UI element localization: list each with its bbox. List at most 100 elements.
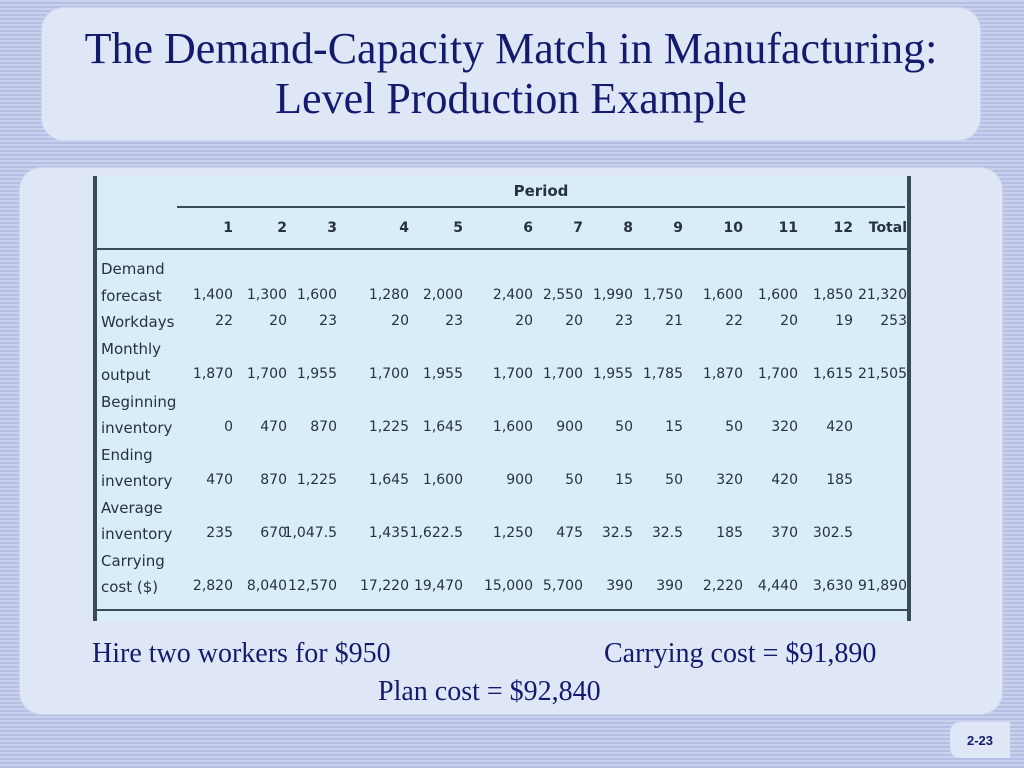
table-cell: 17,220 bbox=[360, 578, 409, 594]
table-cell: 1,600 bbox=[296, 286, 337, 303]
row-label: Ending bbox=[101, 445, 153, 464]
table-cell: 32.5 bbox=[601, 525, 633, 541]
table-cell: 20 bbox=[565, 313, 583, 329]
period-header: Period bbox=[513, 182, 569, 200]
table-cell: 15,000 bbox=[484, 578, 533, 594]
table-cell: 1,600 bbox=[757, 286, 798, 303]
table-cell: 5,700 bbox=[542, 578, 583, 594]
table-cell: 22 bbox=[215, 313, 233, 329]
table-cell: 32.5 bbox=[651, 525, 683, 541]
table-cell: 185 bbox=[826, 472, 853, 488]
table-rule bbox=[97, 609, 907, 611]
table-cell: 1,785 bbox=[642, 366, 683, 382]
slide-number: 2-23 bbox=[950, 722, 1010, 758]
table-cell: 1,955 bbox=[592, 366, 633, 382]
table-cell: 420 bbox=[771, 472, 798, 488]
table-cell: 19 bbox=[835, 313, 853, 329]
column-header: 7 bbox=[573, 220, 583, 236]
table-cell: 390 bbox=[656, 578, 683, 594]
column-header: 12 bbox=[833, 220, 853, 236]
table-cell: 20 bbox=[515, 313, 533, 329]
table-cell: 1,600 bbox=[702, 286, 743, 303]
table-cell: 1,225 bbox=[296, 472, 337, 488]
table-cell: 1,750 bbox=[642, 286, 683, 303]
table-cell: 1,700 bbox=[368, 366, 409, 382]
row-label: Beginning bbox=[101, 392, 177, 411]
column-header: 11 bbox=[778, 220, 798, 236]
table-cell: 235 bbox=[206, 525, 233, 541]
table-cell: 2,220 bbox=[702, 578, 743, 594]
table-cell: 253 bbox=[880, 313, 907, 329]
table-cell: 21,320 bbox=[858, 286, 907, 303]
level-production-table: Period 1 2 3 4 5 6 7 8 9 10 11 12 Total Demand forecas… bbox=[93, 176, 911, 621]
table-cell: 8,040 bbox=[246, 578, 287, 594]
table-cell: 470 bbox=[206, 472, 233, 488]
table-cell: 1,700 bbox=[246, 366, 287, 382]
column-header: 3 bbox=[327, 220, 337, 236]
column-header: 2 bbox=[277, 220, 287, 236]
carrying-cost-note: Carrying cost = $91,890 bbox=[604, 638, 877, 669]
row-label: Demand bbox=[101, 260, 165, 278]
table-cell: 1,280 bbox=[368, 286, 409, 303]
table-cell: 1,615 bbox=[812, 366, 853, 382]
table-cell: 20 bbox=[780, 313, 798, 329]
row-label: inventory bbox=[101, 419, 173, 437]
table-cell: 22 bbox=[725, 313, 743, 329]
table-cell: 1,700 bbox=[757, 366, 798, 382]
column-header: 8 bbox=[623, 220, 633, 236]
table-cell: 23 bbox=[445, 313, 463, 329]
table-cell: 2,000 bbox=[422, 286, 463, 303]
table-cell: 23 bbox=[319, 313, 337, 329]
table-cell: 1,622.5 bbox=[409, 525, 463, 541]
table-cell: 91,890 bbox=[858, 578, 907, 594]
table-cell: 50 bbox=[665, 472, 683, 488]
table-cell: 20 bbox=[391, 313, 409, 329]
row-label: Carrying bbox=[101, 551, 165, 570]
title-panel: The Demand-Capacity Match in Manufacturi… bbox=[42, 8, 980, 140]
table-cell: 2,550 bbox=[542, 286, 583, 303]
column-header: 1 bbox=[223, 220, 233, 236]
row-label: Monthly bbox=[101, 339, 162, 358]
table-cell: 1,870 bbox=[192, 366, 233, 382]
table-cell: 15 bbox=[665, 419, 683, 435]
table-cell: 50 bbox=[565, 472, 583, 488]
table-cell: 12,570 bbox=[288, 578, 337, 594]
table-cell: 185 bbox=[716, 525, 743, 541]
row-label: forecast bbox=[101, 286, 162, 305]
table-cell: 370 bbox=[771, 525, 798, 541]
table-cell: 3,630 bbox=[812, 578, 853, 594]
table-cell: 1,645 bbox=[422, 419, 463, 435]
table-cell: 15 bbox=[615, 472, 633, 488]
table-rule bbox=[97, 248, 907, 250]
table-cell: 21 bbox=[665, 313, 683, 329]
table-cell: 1,300 bbox=[246, 286, 287, 303]
table-cell: 1,990 bbox=[592, 286, 633, 303]
table-cell: 1,955 bbox=[296, 366, 337, 382]
row-label: cost ($) bbox=[101, 578, 159, 596]
table-cell: 302.5 bbox=[812, 525, 853, 541]
table-cell: 1,225 bbox=[368, 419, 409, 435]
table-cell: 1,700 bbox=[492, 366, 533, 382]
row-label: Average bbox=[101, 498, 163, 517]
hire-note: Hire two workers for $950 bbox=[92, 638, 391, 669]
table-cell: 670 bbox=[260, 525, 287, 541]
table-rule bbox=[177, 206, 905, 208]
table-cell: 320 bbox=[771, 419, 798, 435]
row-label: inventory bbox=[101, 525, 173, 543]
plan-cost-note: Plan cost = $92,840 bbox=[378, 676, 601, 707]
row-label: output bbox=[101, 366, 151, 384]
row-label: inventory bbox=[101, 472, 173, 490]
table-cell: 1,435 bbox=[368, 525, 409, 541]
table-cell: 1,955 bbox=[422, 366, 463, 382]
column-header: 5 bbox=[453, 220, 463, 236]
table-cell: 390 bbox=[606, 578, 633, 594]
table-cell: 0 bbox=[224, 419, 233, 435]
table-cell: 1,645 bbox=[368, 472, 409, 488]
table-cell: 21,505 bbox=[858, 366, 907, 382]
table-cell: 1,850 bbox=[812, 286, 853, 303]
column-header: 6 bbox=[523, 220, 533, 236]
table-cell: 900 bbox=[556, 419, 583, 435]
column-header: 10 bbox=[723, 220, 743, 236]
slide-title: The Demand-Capacity Match in Manufacturi… bbox=[84, 24, 938, 123]
table-cell: 900 bbox=[506, 472, 533, 488]
